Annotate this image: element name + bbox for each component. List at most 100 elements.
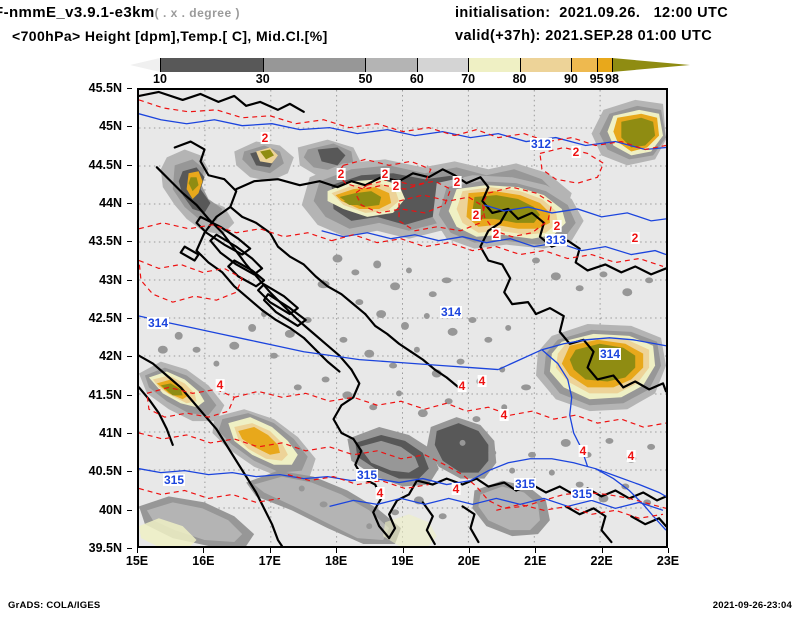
y-axis-tick-mark	[127, 394, 132, 396]
y-axis-tick-mark	[127, 241, 132, 243]
x-axis-tick-label: 15E	[125, 554, 149, 568]
x-axis: 15E 16E 17E 18E 19E 20E 21E 22E 23E	[126, 548, 679, 574]
colorbar-tick	[596, 58, 598, 72]
x-axis-tick-label: 21E	[524, 554, 547, 568]
y-axis-tick-label: 45N	[99, 119, 122, 134]
x-axis-tick-mark	[269, 548, 271, 553]
temp-contour-label: 2	[380, 167, 390, 181]
model-title: F-nmmE_v3.9.1-e3km( . x . degree )	[0, 4, 240, 21]
colorbar-cell	[262, 58, 366, 72]
y-axis-tick-mark	[127, 318, 132, 319]
colorbar-legend: 10 30 50 60 70 80 90 95 98	[130, 58, 690, 88]
temp-contour-label: 2	[471, 208, 481, 222]
x-axis-tick-label: 20E	[457, 554, 480, 568]
colorbar-cell	[468, 58, 520, 72]
temp-contour-label: 4	[477, 374, 487, 388]
colorbar-cell	[365, 58, 417, 72]
x-axis-tick-label: 16E	[192, 554, 215, 568]
height-contours	[139, 113, 666, 531]
colorbar-tick	[468, 58, 470, 72]
colorbar-tick-label: 30	[255, 72, 270, 86]
y-axis-tick-label: 43N	[99, 272, 122, 287]
x-axis-tick-label: 18E	[325, 554, 348, 568]
y-axis-tick-mark	[127, 356, 132, 358]
temp-contour-label: 2	[571, 145, 581, 159]
model-name: F-nmmE_v3.9.1-e3km	[0, 4, 155, 21]
colorbar-cell	[519, 58, 571, 72]
colorbar-tick	[519, 58, 521, 72]
temp-contour-label: 4	[626, 449, 636, 463]
y-axis-tick-label: 44.5N	[88, 157, 122, 172]
x-axis-tick-mark	[668, 548, 669, 553]
colorbar-track	[130, 58, 690, 72]
y-axis-tick-mark	[127, 471, 132, 473]
temp-contour-label: 2	[391, 179, 401, 193]
colorbar-cell	[160, 58, 263, 72]
temp-contour-label: 4	[215, 378, 225, 392]
y-axis-tick-mark	[127, 433, 132, 434]
y-axis-tick-label: 41N	[99, 426, 122, 440]
model-resolution: ( . x . degree )	[154, 6, 240, 20]
x-axis-tick-mark	[535, 548, 537, 553]
height-contour-label: 315	[570, 487, 594, 501]
colorbar-tick-label: 50	[358, 72, 373, 86]
temp-contour-label: 2	[260, 131, 270, 145]
y-axis-tick-mark	[127, 279, 132, 281]
y-axis-tick-mark	[127, 509, 132, 511]
temp-contour-label: 4	[375, 486, 385, 500]
colorbar-tick-label: 90	[563, 72, 578, 86]
temp-contour-label: 2	[552, 219, 562, 233]
y-axis: 39.5N 40N 40.5N 41N 41.5N 42N 42.5N 43N 43.5N 44N…	[72, 81, 132, 555]
colorbar-tick-label: 80	[512, 72, 527, 86]
height-contour-label: 315	[162, 473, 186, 487]
map-plot-area: 312 313 314 314 314 315 315 315 315 2 2 …	[137, 88, 668, 548]
y-axis-tick-mark	[127, 88, 132, 89]
colorbar-tick-label: 10	[153, 72, 167, 86]
y-axis-tick-label: 44N	[99, 196, 122, 210]
colorbar-tick-label: 70	[461, 72, 476, 86]
x-axis-tick-label: 19E	[391, 554, 414, 568]
temp-contour-label: 4	[451, 482, 461, 496]
y-axis-tick-mark	[127, 164, 132, 166]
height-contour-label: 312	[529, 137, 553, 151]
y-axis-tick-label: 42N	[99, 349, 122, 364]
initialisation-time: initialisation: 2021.09.26. 12:00 UTC	[455, 5, 729, 21]
valid-time: valid(+37h): 2021.SEP.28 01:00 UTC	[455, 28, 713, 44]
colorbar-over-arrow	[612, 58, 690, 72]
x-axis-tick-mark	[336, 548, 338, 553]
colorbar-tick	[365, 58, 367, 72]
temp-contour-label: 2	[336, 167, 346, 181]
x-axis-tick-mark	[468, 548, 470, 553]
colorbar-tick	[570, 58, 572, 72]
temperature-contours	[139, 99, 666, 519]
y-axis-tick-label: 42.5N	[88, 311, 122, 325]
height-contour-label: 315	[355, 468, 379, 482]
colorbar-cell	[570, 58, 597, 72]
colorbar-under-arrow	[130, 58, 160, 72]
y-axis-tick-mark	[127, 203, 132, 204]
map-svg	[139, 90, 666, 546]
height-contour-label: 314	[598, 347, 622, 361]
temp-contour-label: 2	[452, 175, 462, 189]
colorbar-tick	[416, 58, 418, 72]
temp-contour-label: 4	[457, 379, 467, 393]
height-contour-label: 315	[513, 477, 537, 491]
x-axis-tick-label: 23E	[656, 554, 680, 568]
render-timestamp: 2021-09-26-23:04	[712, 600, 792, 611]
y-axis-tick-label: 40.5N	[88, 464, 122, 479]
temp-contour-label: 4	[499, 408, 509, 422]
colorbar-tick-label: 95	[589, 72, 604, 86]
height-contour-label: 314	[439, 305, 463, 319]
height-contour-label: 314	[146, 316, 170, 330]
y-axis-tick-label: 40N	[99, 502, 122, 517]
temp-contour-label: 2	[491, 227, 501, 241]
x-axis-tick-mark	[203, 548, 205, 553]
colorbar-cell	[416, 58, 469, 72]
y-axis-tick-mark	[127, 548, 132, 549]
x-axis-tick-mark	[402, 548, 404, 553]
colorbar-tick-label: 60	[409, 72, 424, 86]
colorbar-tick	[612, 58, 613, 72]
colorbar-tick-label: 98	[605, 72, 619, 86]
temp-contour-label: 4	[578, 444, 588, 458]
colorbar-cell	[596, 58, 612, 72]
